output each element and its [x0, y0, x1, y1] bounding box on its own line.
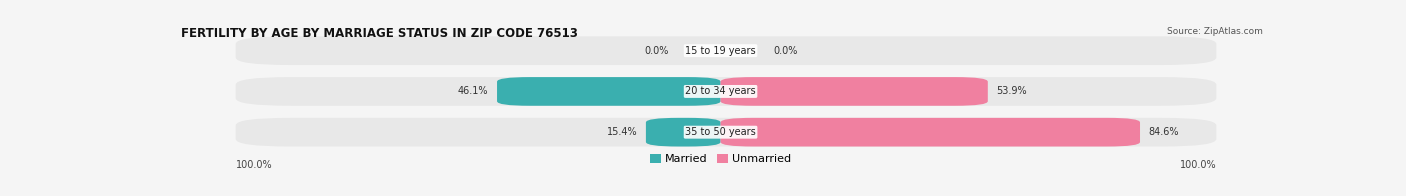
Text: 46.1%: 46.1% — [458, 86, 488, 96]
FancyBboxPatch shape — [236, 118, 1216, 147]
Text: FERTILITY BY AGE BY MARRIAGE STATUS IN ZIP CODE 76513: FERTILITY BY AGE BY MARRIAGE STATUS IN Z… — [181, 26, 578, 40]
Text: 20 to 34 years: 20 to 34 years — [685, 86, 756, 96]
Legend: Married, Unmarried: Married, Unmarried — [645, 150, 796, 169]
FancyBboxPatch shape — [721, 118, 1140, 147]
Text: 0.0%: 0.0% — [773, 46, 797, 56]
Text: 53.9%: 53.9% — [997, 86, 1028, 96]
Text: 84.6%: 84.6% — [1149, 127, 1180, 137]
FancyBboxPatch shape — [236, 36, 1216, 65]
Text: 100.0%: 100.0% — [1180, 160, 1216, 170]
FancyBboxPatch shape — [498, 77, 721, 106]
FancyBboxPatch shape — [721, 77, 988, 106]
Text: 15.4%: 15.4% — [606, 127, 637, 137]
FancyBboxPatch shape — [236, 77, 1216, 106]
Text: Source: ZipAtlas.com: Source: ZipAtlas.com — [1167, 26, 1263, 35]
Text: 100.0%: 100.0% — [236, 160, 273, 170]
Text: 15 to 19 years: 15 to 19 years — [685, 46, 756, 56]
Text: 35 to 50 years: 35 to 50 years — [685, 127, 756, 137]
FancyBboxPatch shape — [645, 118, 721, 147]
Text: 0.0%: 0.0% — [644, 46, 668, 56]
